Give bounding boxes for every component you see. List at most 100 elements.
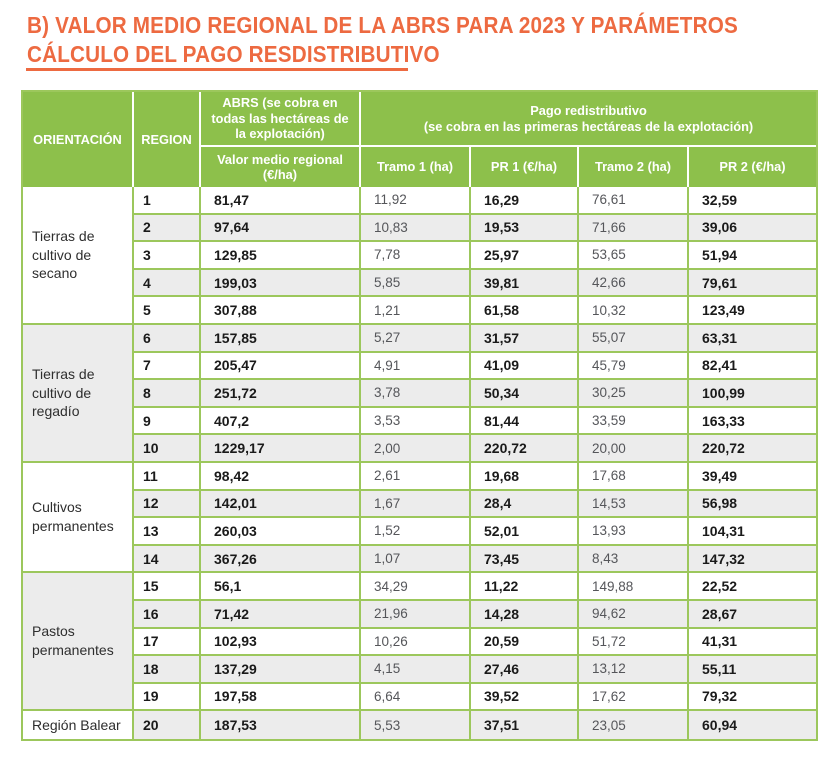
tramo2-cell: 51,72 <box>579 628 689 657</box>
header-tramo1: Tramo 1 (ha) <box>361 147 471 187</box>
region-cell: 13 <box>134 518 201 546</box>
pr2-cell: 79,32 <box>689 683 816 712</box>
pr2-cell: 63,31 <box>689 324 816 353</box>
pr1-cell: 16,29 <box>471 187 579 215</box>
region-cell: 9 <box>134 407 201 436</box>
orientation-cell: Tierras de cultivo de regadío <box>23 324 134 463</box>
tramo2-cell: 53,65 <box>579 242 689 270</box>
pr2-cell: 41,31 <box>689 628 816 657</box>
tramo1-cell: 1,67 <box>361 490 471 519</box>
header-pago-title: Pago redistributivo <box>530 103 647 118</box>
valor-cell: 307,88 <box>201 297 361 325</box>
pr1-cell: 28,4 <box>471 490 579 519</box>
region-cell: 10 <box>134 435 201 463</box>
region-cell: 8 <box>134 380 201 408</box>
pr1-cell: 27,46 <box>471 656 579 684</box>
region-cell: 3 <box>134 242 201 270</box>
page-title-line2: CÁLCULO DEL PAGO RESDISTRIBUTIVO <box>27 40 440 67</box>
tramo2-cell: 55,07 <box>579 324 689 353</box>
tramo1-cell: 11,92 <box>361 187 471 215</box>
pr1-cell: 19,68 <box>471 462 579 491</box>
pr1-cell: 61,58 <box>471 297 579 325</box>
valor-cell: 157,85 <box>201 324 361 353</box>
tramo1-cell: 1,21 <box>361 297 471 325</box>
valor-cell: 205,47 <box>201 352 361 381</box>
tramo1-cell: 6,64 <box>361 683 471 712</box>
tramo1-cell: 34,29 <box>361 573 471 601</box>
valor-cell: 1229,17 <box>201 435 361 463</box>
tramo1-cell: 1,07 <box>361 545 471 574</box>
header-orientacion: ORIENTACIÓN <box>23 92 134 187</box>
valor-cell: 137,29 <box>201 656 361 684</box>
tramo2-cell: 13,12 <box>579 656 689 684</box>
region-cell: 5 <box>134 297 201 325</box>
page-title: B) VALOR MEDIO REGIONAL DE LA ABRS PARA … <box>27 11 738 68</box>
tramo2-cell: 33,59 <box>579 407 689 436</box>
header-pago-group: Pago redistributivo (se cobra en las pri… <box>361 92 816 147</box>
tramo2-cell: 30,25 <box>579 380 689 408</box>
pr1-cell: 14,28 <box>471 600 579 629</box>
pr1-cell: 39,52 <box>471 683 579 712</box>
tramo1-cell: 5,85 <box>361 269 471 298</box>
region-cell: 6 <box>134 324 201 353</box>
header-tramo2: Tramo 2 (ha) <box>579 147 689 187</box>
region-cell: 18 <box>134 656 201 684</box>
region-cell: 11 <box>134 462 201 491</box>
page-title-line1: B) VALOR MEDIO REGIONAL DE LA ABRS PARA … <box>27 12 738 38</box>
tramo1-cell: 5,27 <box>361 324 471 353</box>
region-cell: 4 <box>134 269 201 298</box>
pr1-cell: 37,51 <box>471 711 579 739</box>
tramo2-cell: 8,43 <box>579 545 689 574</box>
pr1-cell: 11,22 <box>471 573 579 601</box>
tramo1-cell: 3,53 <box>361 407 471 436</box>
pr2-cell: 60,94 <box>689 711 816 739</box>
tramo2-cell: 94,62 <box>579 600 689 629</box>
orientation-cell: Región Balear <box>23 711 134 739</box>
tramo2-cell: 14,53 <box>579 490 689 519</box>
orientation-cell: Cultivos permanentes <box>23 462 134 574</box>
pr1-cell: 220,72 <box>471 435 579 463</box>
region-cell: 15 <box>134 573 201 601</box>
header-abrs-group: ABRS (se cobra en todas las hectáreas de… <box>201 92 361 147</box>
tramo1-cell: 2,61 <box>361 462 471 491</box>
pr1-cell: 19,53 <box>471 214 579 243</box>
valor-cell: 98,42 <box>201 462 361 491</box>
tramo1-cell: 4,91 <box>361 352 471 381</box>
pr2-cell: 100,99 <box>689 380 816 408</box>
tramo2-cell: 45,79 <box>579 352 689 381</box>
pr1-cell: 31,57 <box>471 324 579 353</box>
pr1-cell: 81,44 <box>471 407 579 436</box>
valor-cell: 367,26 <box>201 545 361 574</box>
pr2-cell: 147,32 <box>689 545 816 574</box>
pr2-cell: 51,94 <box>689 242 816 270</box>
pr2-cell: 82,41 <box>689 352 816 381</box>
pr2-cell: 220,72 <box>689 435 816 463</box>
tramo2-cell: 17,68 <box>579 462 689 491</box>
header-pr1: PR 1 (€/ha) <box>471 147 579 187</box>
valor-cell: 407,2 <box>201 407 361 436</box>
region-cell: 19 <box>134 683 201 712</box>
pr2-cell: 39,06 <box>689 214 816 243</box>
tramo2-cell: 23,05 <box>579 711 689 739</box>
tramo1-cell: 5,53 <box>361 711 471 739</box>
pr1-cell: 52,01 <box>471 518 579 546</box>
region-cell: 14 <box>134 545 201 574</box>
pr2-cell: 123,49 <box>689 297 816 325</box>
pr1-cell: 20,59 <box>471 628 579 657</box>
valor-cell: 251,72 <box>201 380 361 408</box>
tramo1-cell: 7,78 <box>361 242 471 270</box>
pr1-cell: 41,09 <box>471 352 579 381</box>
orientation-cell: Pastos permanentes <box>23 573 134 712</box>
tramo2-cell: 13,93 <box>579 518 689 546</box>
header-region: REGION <box>134 92 201 187</box>
tramo2-cell: 71,66 <box>579 214 689 243</box>
header-pr2: PR 2 (€/ha) <box>689 147 816 187</box>
header-valor-medio: Valor medio regional (€/ha) <box>201 147 361 187</box>
tramo2-cell: 20,00 <box>579 435 689 463</box>
region-cell: 16 <box>134 600 201 629</box>
valor-cell: 129,85 <box>201 242 361 270</box>
valor-cell: 102,93 <box>201 628 361 657</box>
valor-cell: 71,42 <box>201 600 361 629</box>
region-cell: 1 <box>134 187 201 215</box>
